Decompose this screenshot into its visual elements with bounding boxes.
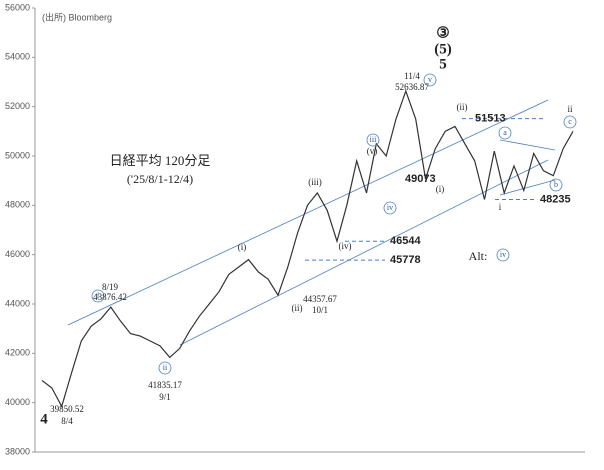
triangle-lower [499, 179, 556, 196]
y-tick-label: 48000 [5, 200, 30, 210]
wave-label: i [499, 202, 502, 212]
wave-circle [563, 115, 577, 129]
level-label: 46544 [390, 235, 421, 247]
wave-circle [366, 133, 380, 147]
wave-label: 39850.52 [50, 404, 84, 414]
wave-label: (ii) [457, 102, 468, 112]
wave-circle [383, 201, 397, 215]
wave-circle [158, 361, 172, 375]
wave-label: iv [387, 203, 393, 212]
wave-label: ii [567, 104, 573, 114]
wave-label: 41835.17 [148, 380, 182, 390]
wave-label: (ii) [292, 303, 303, 313]
level-label: 49073 [405, 173, 436, 185]
wave-label: 11/4 [404, 71, 420, 81]
price-line [41, 89, 574, 408]
wave-label: i [97, 291, 100, 300]
channel-lower [179, 159, 549, 346]
wave-label: Alt: [469, 249, 488, 263]
wave-label: (5) [434, 41, 452, 57]
wave-label: (v) [367, 146, 378, 156]
y-tick-label: 42000 [5, 348, 30, 358]
source: (出所) Bloomberg [42, 11, 112, 22]
wave-circle [91, 289, 105, 303]
wave-label: 43876.42 [93, 292, 127, 302]
y-tick-label: 44000 [5, 298, 30, 308]
wave-label: ③ [436, 25, 449, 41]
wave-label: 5 [439, 56, 447, 72]
triangle-upper [499, 139, 556, 151]
wave-label: (iii) [308, 177, 322, 187]
level-label: 51513 [475, 113, 506, 125]
level-label: 45778 [390, 254, 421, 266]
y-tick-label: 40000 [5, 397, 30, 407]
wave-label: 8/19 [102, 282, 119, 292]
wave-label: (i) [238, 242, 247, 252]
wave-label: 4 [40, 411, 48, 427]
channel-upper [67, 99, 549, 326]
y-tick-label: 56000 [5, 2, 30, 12]
wave-label: 8/4 [61, 416, 73, 426]
wave-label: c [568, 117, 572, 126]
wave-label: a [503, 128, 507, 137]
wave-label: iv [500, 250, 506, 259]
wave-circle [549, 178, 563, 192]
wave-circle [423, 73, 437, 87]
wave-label: 44357.67 [303, 294, 337, 304]
y-tick-label: 52000 [5, 101, 30, 111]
wave-label: iii [370, 135, 377, 144]
wave-label: v [428, 75, 432, 84]
wave-circle [498, 126, 512, 140]
y-tick-label: 54000 [5, 52, 30, 62]
wave-label: (i) [436, 184, 445, 194]
wave-label: 10/1 [312, 305, 328, 315]
wave-label: ii [163, 363, 168, 372]
level-label: 48235 [540, 193, 571, 205]
chart-subtitle: ('25/8/1-12/4) [127, 172, 193, 186]
y-tick-label: 38000 [5, 446, 30, 456]
wave-label: 52636.87 [395, 82, 429, 92]
y-tick-label: 46000 [5, 249, 30, 259]
wave-label: b [554, 180, 558, 189]
wave-label: (iv) [339, 241, 352, 251]
wave-circle [496, 248, 510, 262]
y-tick-label: 50000 [5, 150, 30, 160]
chart-title: 日経平均 120分足 [110, 153, 211, 168]
wave-label: 9/1 [159, 392, 171, 402]
